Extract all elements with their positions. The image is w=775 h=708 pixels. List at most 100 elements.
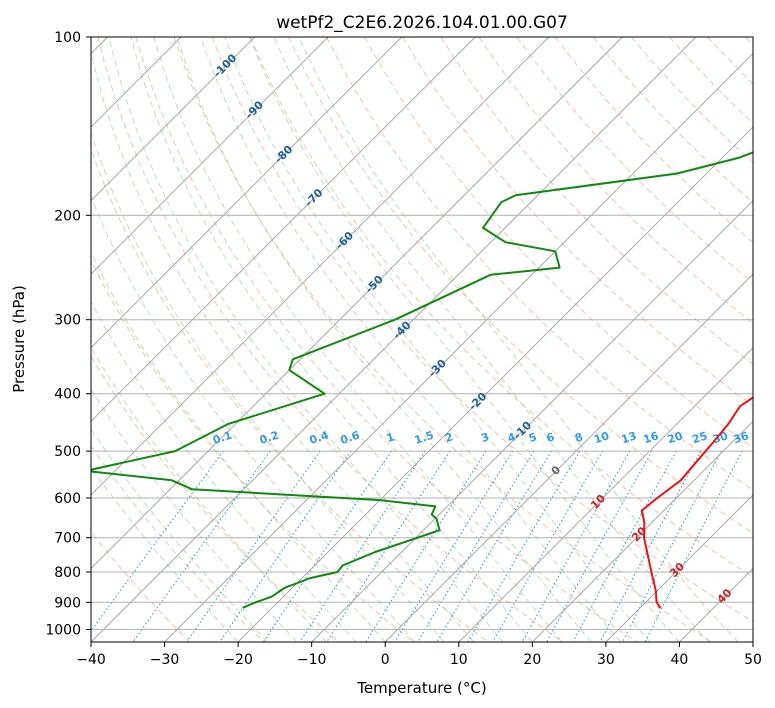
x-tick-label: 0 (381, 652, 390, 668)
dry-adiabat (173, 37, 713, 642)
dry-adiabat (592, 37, 753, 204)
y-tick-label: 900 (54, 595, 81, 611)
isotherm (458, 347, 753, 642)
y-tick-label: 800 (54, 565, 81, 581)
mixing-ratio-label: 5 (527, 430, 538, 445)
isotherm (164, 52, 753, 642)
mixing-ratio-line (546, 450, 653, 642)
x-axis-label: Temperature (°C) (356, 679, 486, 697)
x-tick-label: 20 (523, 652, 541, 668)
mixing-ratio-label: 36 (732, 429, 751, 446)
isotherm (91, 37, 697, 642)
isotherm (91, 37, 623, 570)
mixing-ratio-label: 16 (642, 429, 661, 446)
mixing-ratio-line (263, 450, 392, 642)
isotherm (384, 273, 753, 642)
mixing-ratio-line (572, 450, 677, 642)
moist-adiabat (91, 388, 298, 642)
mixing-ratio-line (492, 450, 604, 642)
moist-adiabat (91, 250, 386, 642)
mixing-ratio-label: 0.6 (339, 428, 362, 446)
dry-adiabat (211, 37, 753, 623)
dry-adiabat (554, 37, 753, 244)
moist-adiabat (91, 345, 327, 642)
temperature-line (640, 396, 753, 609)
dewpoint-line (91, 151, 753, 609)
axes: −40 −30 −20 −10 0 10 20 30 40 5010020030040050060… (45, 30, 762, 668)
isotherm-label: -30 (426, 356, 449, 379)
isotherm (605, 494, 753, 642)
moist-adiabat (273, 37, 710, 642)
mixing-ratio-label: 10 (592, 429, 611, 446)
isotherm (91, 37, 403, 349)
isotherm (311, 199, 753, 642)
x-tick-label: −10 (297, 652, 327, 668)
dry-adiabat (135, 37, 638, 642)
moist-adiabat (108, 37, 504, 642)
moist-adiabat (153, 37, 563, 642)
dry-adiabat (707, 37, 753, 85)
dry-adiabat (326, 37, 753, 491)
x-tick-label: −30 (150, 652, 180, 668)
isotherm (91, 37, 256, 202)
mixing-ratio-line (522, 450, 631, 642)
isotherm (237, 126, 753, 642)
mixing-ratio-label: 13 (620, 429, 639, 446)
mixing-ratio-label: 1 (385, 430, 396, 445)
mixing-ratio-label: 4 (506, 430, 518, 445)
dry-adiabat (91, 148, 489, 642)
mixing-ratio-label: 2 (443, 430, 454, 445)
moist-adiabat (176, 37, 592, 642)
dry-adiabat (91, 355, 340, 642)
y-tick-label: 400 (54, 387, 81, 403)
y-tick-label: 600 (54, 491, 81, 507)
x-tick-label: 30 (597, 652, 615, 668)
mixing-ratio-label: 8 (573, 430, 584, 445)
moist-adiabat (91, 428, 268, 642)
isotherm (91, 37, 550, 496)
dry-adiabat (91, 258, 414, 642)
mixing-ratio-label: 0.4 (308, 428, 331, 446)
mixing-ratio-label: 0.1 (211, 429, 234, 447)
dry-adiabat (669, 37, 753, 125)
mixing-ratio-line (599, 450, 702, 642)
mixing-ratio-line (417, 450, 535, 642)
reference-lines (91, 37, 753, 642)
x-tick-label: −40 (76, 652, 106, 668)
plot-frame (90, 36, 754, 643)
mixing-ratio-label: 3 (479, 430, 490, 445)
moist-adiabat (91, 466, 239, 642)
y-tick-label: 200 (54, 208, 81, 224)
x-tick-label: 50 (744, 652, 762, 668)
moist-adiabat (91, 130, 445, 642)
moist-adiabat (298, 37, 739, 642)
moist-adiabat (91, 50, 474, 642)
mixing-ratio-label: 20 (666, 429, 685, 446)
dry-adiabat (91, 445, 265, 642)
moist-adiabat (200, 37, 621, 642)
isotherm (752, 641, 753, 642)
y-tick-label: 100 (54, 30, 81, 46)
dry-adiabat (478, 37, 753, 324)
dry-adiabat (440, 37, 753, 365)
y-tick-label: 300 (54, 313, 81, 329)
isotherm (91, 37, 329, 275)
x-tick-label: 10 (450, 652, 468, 668)
mixing-ratio-line (644, 450, 743, 642)
mixing-ratio-line (365, 450, 487, 642)
mixing-ratio-label: 30 (711, 429, 730, 446)
x-tick-label: −20 (223, 652, 253, 668)
mixing-ratio-label: 0.2 (258, 429, 281, 447)
y-tick-label: 1000 (45, 622, 81, 638)
isotherm (679, 567, 753, 642)
mixing-ratio-line (299, 450, 426, 642)
dry-adiabat (97, 37, 563, 642)
mixing-ratio-line (219, 450, 352, 642)
moist-adiabat (91, 195, 415, 642)
isotherm (91, 37, 476, 423)
y-axis-label: Pressure (hPa) (10, 285, 28, 393)
mixing-ratio-labels: 0.1 0.2 0.4 0.6 1 1.5 2 3 4 5 6 8 10 13 16 20 25 30 36 (211, 428, 750, 446)
dry-adiabat (249, 37, 753, 578)
